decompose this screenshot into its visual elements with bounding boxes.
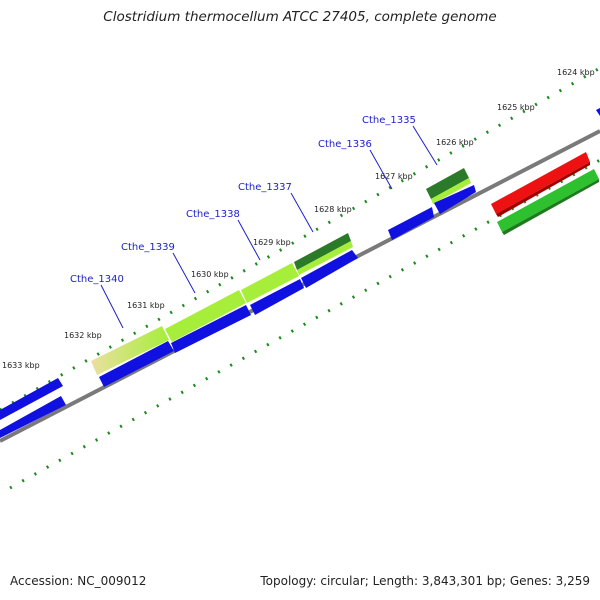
cds-arrow[interactable] [250, 279, 304, 315]
cds-arrow[interactable] [171, 305, 251, 353]
gene-label-cthe-1337[interactable]: Cthe_1337 [238, 182, 292, 193]
cthe-1335-feature[interactable] [426, 168, 469, 199]
kbp-label: 1627 kbp [375, 172, 413, 181]
red-feature-shade [496, 162, 590, 217]
gene-pointer [172, 252, 196, 294]
cthe-1337-feature-lime [297, 241, 353, 275]
gene-pointer [369, 149, 393, 190]
red-feature[interactable] [491, 152, 590, 214]
kbp-label: 1630 kbp [191, 270, 229, 279]
cthe-1337-feature[interactable] [294, 233, 351, 270]
kbp-label: 1629 kbp [253, 238, 291, 247]
cds-arrow[interactable] [434, 185, 476, 214]
cthe-1339-feature[interactable] [165, 290, 246, 342]
green-feature-shade [502, 179, 599, 235]
gene-pointer [237, 219, 261, 261]
cthe-1340-feature[interactable] [91, 326, 169, 375]
kbp-label: 1633 kbp [2, 361, 40, 370]
gene-pointer [412, 125, 438, 166]
cds-arrow[interactable] [0, 378, 63, 420]
gene-label-cthe-1339[interactable]: Cthe_1339 [121, 242, 175, 253]
accession-text: Accession: NC_009012 [10, 574, 147, 588]
genome-summary-text: Topology: circular; Length: 3,843,301 bp… [260, 574, 590, 588]
cthe-1338-feature[interactable] [241, 263, 299, 303]
outer-tick-track [0, 66, 600, 412]
kbp-label: 1625 kbp [497, 103, 535, 112]
map-title: Clostridium thermocellum ATCC 27405, com… [103, 9, 497, 25]
gene-pointer [100, 284, 124, 329]
inner-tick-track [9, 158, 600, 490]
kbp-label: 1631 kbp [127, 301, 165, 310]
cds-arrow[interactable] [388, 207, 434, 240]
cds-arrow[interactable] [301, 250, 358, 288]
gene-label-cthe-1336[interactable]: Cthe_1336 [318, 139, 372, 150]
cds-arrow[interactable] [596, 108, 600, 116]
gene-label-cthe-1340[interactable]: Cthe_1340 [70, 274, 124, 285]
cds-arrow[interactable] [0, 396, 66, 438]
kbp-label: 1624 kbp [557, 68, 595, 77]
cthe-1335-feature-lime [431, 178, 471, 204]
gene-label-cthe-1335[interactable]: Cthe_1335 [362, 115, 416, 126]
kbp-label: 1628 kbp [314, 205, 352, 214]
green-feature[interactable] [497, 169, 599, 232]
gene-pointer [290, 192, 314, 233]
kbp-label: 1626 kbp [436, 138, 474, 147]
kbp-label: 1632 kbp [64, 331, 102, 340]
gene-label-cthe-1338[interactable]: Cthe_1338 [186, 209, 240, 220]
cds-arrow[interactable] [99, 341, 174, 387]
